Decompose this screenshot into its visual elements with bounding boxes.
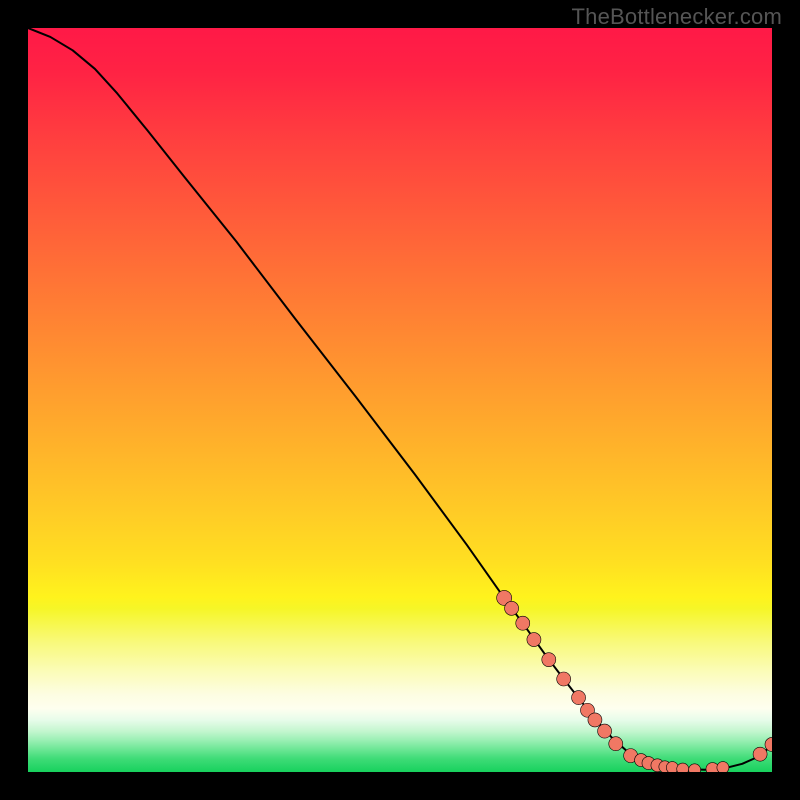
marker-point [598,724,612,738]
marker-point [588,713,602,727]
marker-point [677,763,689,772]
gradient-background [28,28,772,772]
marker-point [542,653,556,667]
marker-point [753,747,767,761]
marker-point [516,616,530,630]
watermark-text: TheBottlenecker.com [572,4,782,30]
marker-point [717,762,729,772]
marker-point [527,633,541,647]
marker-point [572,691,586,705]
plot-area [28,28,772,772]
marker-point [609,737,623,751]
marker-point [557,672,571,686]
marker-point [666,762,678,772]
marker-point [505,601,519,615]
